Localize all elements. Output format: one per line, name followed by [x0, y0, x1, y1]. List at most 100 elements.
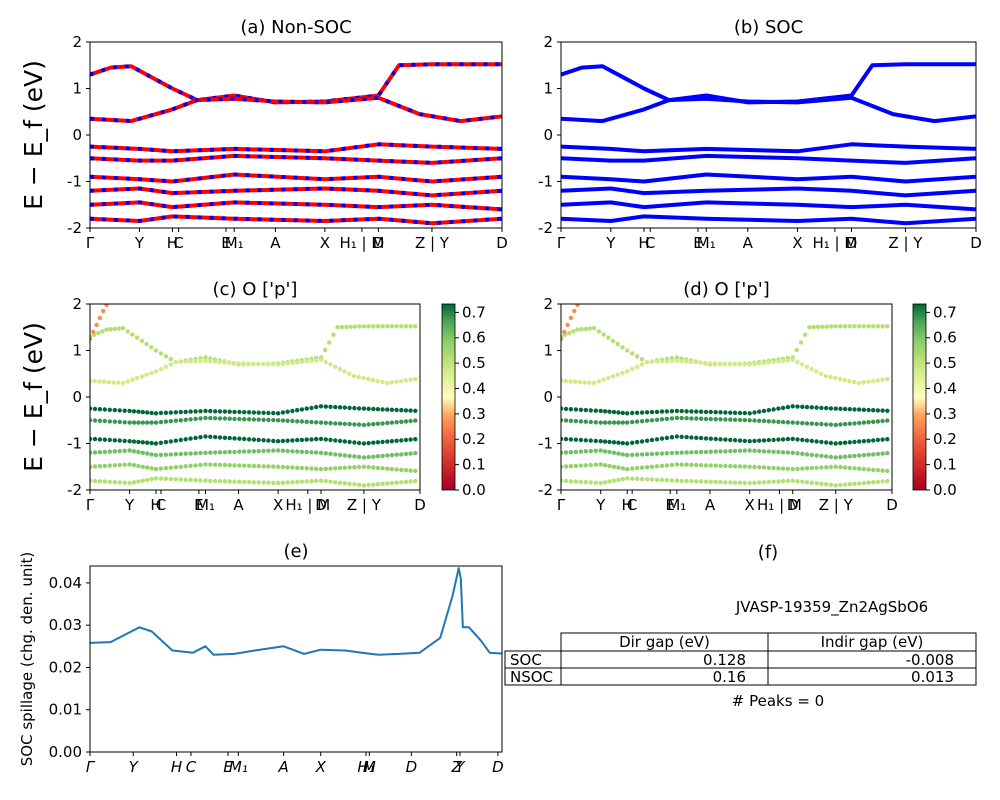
band-point-c-6	[266, 464, 271, 469]
band-point-c-7	[347, 481, 352, 486]
band-point-d-5	[588, 448, 593, 454]
band-point-c-4	[112, 438, 118, 443]
band-point-c-6	[178, 464, 183, 469]
band-point-c-7	[371, 482, 376, 487]
band-point-d-6	[669, 462, 675, 468]
series-line-b-2	[561, 142, 976, 154]
x-tick-label-b-6: A	[743, 234, 754, 252]
x-tick-label-e-5: M₁	[229, 758, 248, 776]
band-point-c-3	[102, 418, 108, 424]
band-point-c-1	[266, 362, 271, 367]
band-point-c-7	[251, 480, 257, 485]
x-tick-label-c-5: M₁	[196, 496, 215, 514]
band-point-c-3	[352, 422, 357, 427]
band-point-d-5	[737, 448, 743, 453]
band-point-c-7	[97, 479, 103, 484]
band-point-c-0	[134, 335, 140, 340]
band-point-c-2	[193, 409, 198, 414]
band-point-d-0	[880, 324, 885, 329]
band-point-c-4	[173, 438, 178, 443]
band-point-c-5	[271, 448, 276, 453]
x-tick-label-d-10: Z | Y	[819, 496, 854, 514]
band-point-c-0	[125, 329, 130, 334]
band-point-c-3	[408, 418, 413, 424]
band-point-d-6	[607, 463, 612, 469]
band-point-d-3	[766, 419, 771, 424]
band-point-c-1	[241, 361, 246, 366]
band-point-d-5	[578, 449, 584, 454]
x-tick-label-a-1: Y	[134, 234, 145, 252]
band-point-d-0	[587, 326, 593, 331]
band-point-c-6	[333, 466, 338, 471]
band-point-c-7	[309, 479, 314, 484]
band-point-d-4	[674, 434, 680, 439]
band-point-c-1	[280, 361, 286, 367]
y-tick-label-e-3: 0.03	[49, 616, 82, 634]
band-point-c-6	[399, 467, 404, 473]
band-point-d-2	[708, 409, 713, 415]
colorbar-tick-label-c-3: 0.3	[462, 405, 486, 423]
band-point-c-4	[380, 439, 385, 445]
band-point-d-1	[804, 364, 810, 369]
band-point-d-6	[852, 466, 857, 471]
band-point-c-7	[168, 476, 173, 482]
band-point-d-5	[708, 449, 713, 454]
band-point-c-6	[271, 464, 276, 469]
band-point-c-0	[344, 324, 349, 330]
band-point-c-6	[361, 464, 367, 469]
band-point-c-0	[394, 324, 399, 329]
band-point-c-2	[198, 409, 203, 414]
band-point-c-6	[323, 466, 328, 471]
band-point-d-3	[654, 417, 660, 422]
band-point-d-5	[679, 450, 684, 455]
band-point-c-7	[203, 478, 208, 483]
band-point-d-1	[842, 377, 847, 383]
band-point-d-3	[809, 421, 814, 426]
band-point-c-4	[333, 438, 338, 443]
band-point-d-3	[776, 419, 781, 424]
band-point-d-1	[664, 359, 670, 364]
band-point-c-2	[117, 408, 122, 413]
extra-point-d-4	[572, 308, 577, 314]
y-axis-label-c: E − E_f (eV)	[19, 322, 48, 472]
band-point-c-2	[385, 407, 390, 412]
band-point-c-7	[375, 482, 381, 487]
band-point-d-6	[771, 465, 776, 471]
band-point-c-5	[112, 449, 118, 454]
x-tick-label-a-7: X	[320, 234, 330, 252]
band-point-c-6	[149, 466, 154, 471]
series-line-b-6	[561, 200, 976, 212]
band-point-d-6	[838, 464, 843, 470]
band-point-d-2	[679, 408, 684, 414]
band-point-c-1	[403, 378, 409, 383]
plot-area-c	[90, 304, 418, 488]
band-point-d-1	[703, 360, 708, 366]
band-point-c-2	[246, 410, 252, 415]
band-point-d-7	[611, 478, 617, 483]
band-point-d-5	[723, 449, 728, 454]
band-point-c-4	[90, 436, 93, 442]
band-point-c-5	[173, 452, 178, 457]
band-point-c-5	[136, 449, 141, 455]
band-point-c-3	[183, 417, 188, 422]
band-point-c-4	[188, 436, 193, 441]
band-point-d-7	[871, 480, 876, 485]
band-point-c-7	[399, 480, 404, 485]
band-point-c-5	[178, 451, 183, 457]
band-point-d-1	[823, 373, 828, 379]
panel-c: 0.0 0.1 0.2 0.3 0.4 0.5 0.6 0.7 -2 -1 0 1 2 Γ Y HC EM₁ A X…	[19, 279, 486, 514]
band-point-d-7	[561, 478, 564, 483]
band-point-d-6	[842, 465, 848, 470]
band-point-d-3	[649, 418, 655, 423]
colorbar-tick-label-c-2: 0.2	[462, 430, 486, 448]
colorbar-c	[441, 303, 456, 491]
band-point-d-5	[757, 448, 762, 454]
band-point-d-6	[780, 466, 786, 471]
band-point-c-4	[168, 439, 173, 444]
band-point-c-5	[237, 449, 242, 454]
band-point-c-1	[295, 360, 300, 365]
band-point-c-1	[90, 378, 93, 383]
band-point-d-2	[771, 407, 776, 412]
band-point-c-5	[127, 448, 132, 453]
band-point-c-5	[222, 450, 228, 455]
